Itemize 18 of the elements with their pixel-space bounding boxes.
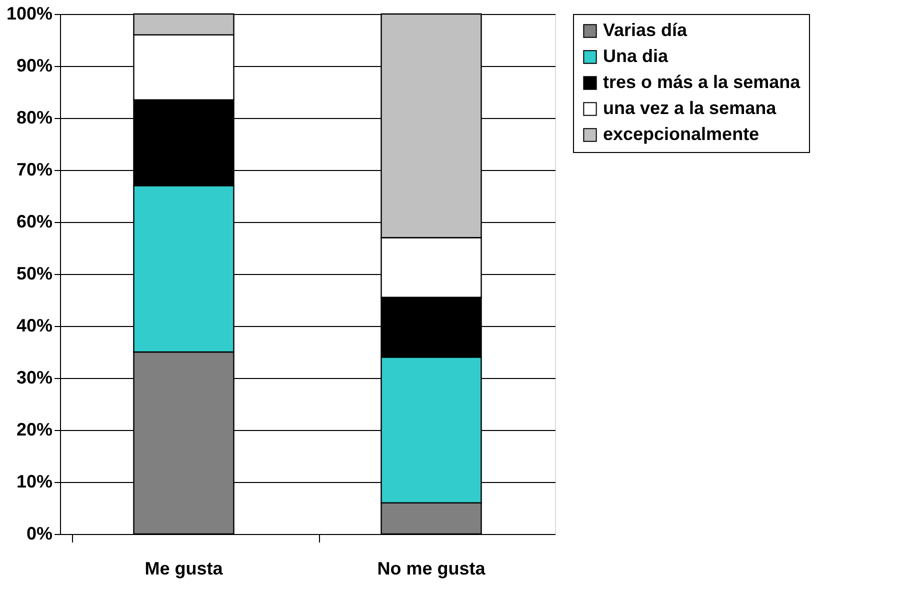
legend-label: excepcionalmente <box>603 124 760 144</box>
x-tick-label: Me gusta <box>144 558 224 578</box>
y-tick-label: 60% <box>16 212 52 232</box>
y-tick-label: 10% <box>16 472 52 492</box>
legend-label: tres o más a la semana <box>603 72 802 92</box>
y-tick-label: 100% <box>6 4 52 24</box>
y-tick-label: 90% <box>16 56 52 76</box>
y-tick-label: 80% <box>16 108 52 128</box>
y-tick-label: 20% <box>16 420 52 440</box>
legend-label: Una dia <box>603 46 669 66</box>
legend-label: Varias día <box>603 20 688 40</box>
legend-label: una vez a la semana <box>603 98 778 118</box>
y-tick-label: 0% <box>26 524 52 544</box>
x-tick-label: No me gusta <box>377 558 486 578</box>
y-tick-label: 70% <box>16 160 52 180</box>
y-tick-label: 30% <box>16 368 52 388</box>
y-tick-label: 40% <box>16 316 52 336</box>
y-tick-label: 50% <box>16 264 52 284</box>
